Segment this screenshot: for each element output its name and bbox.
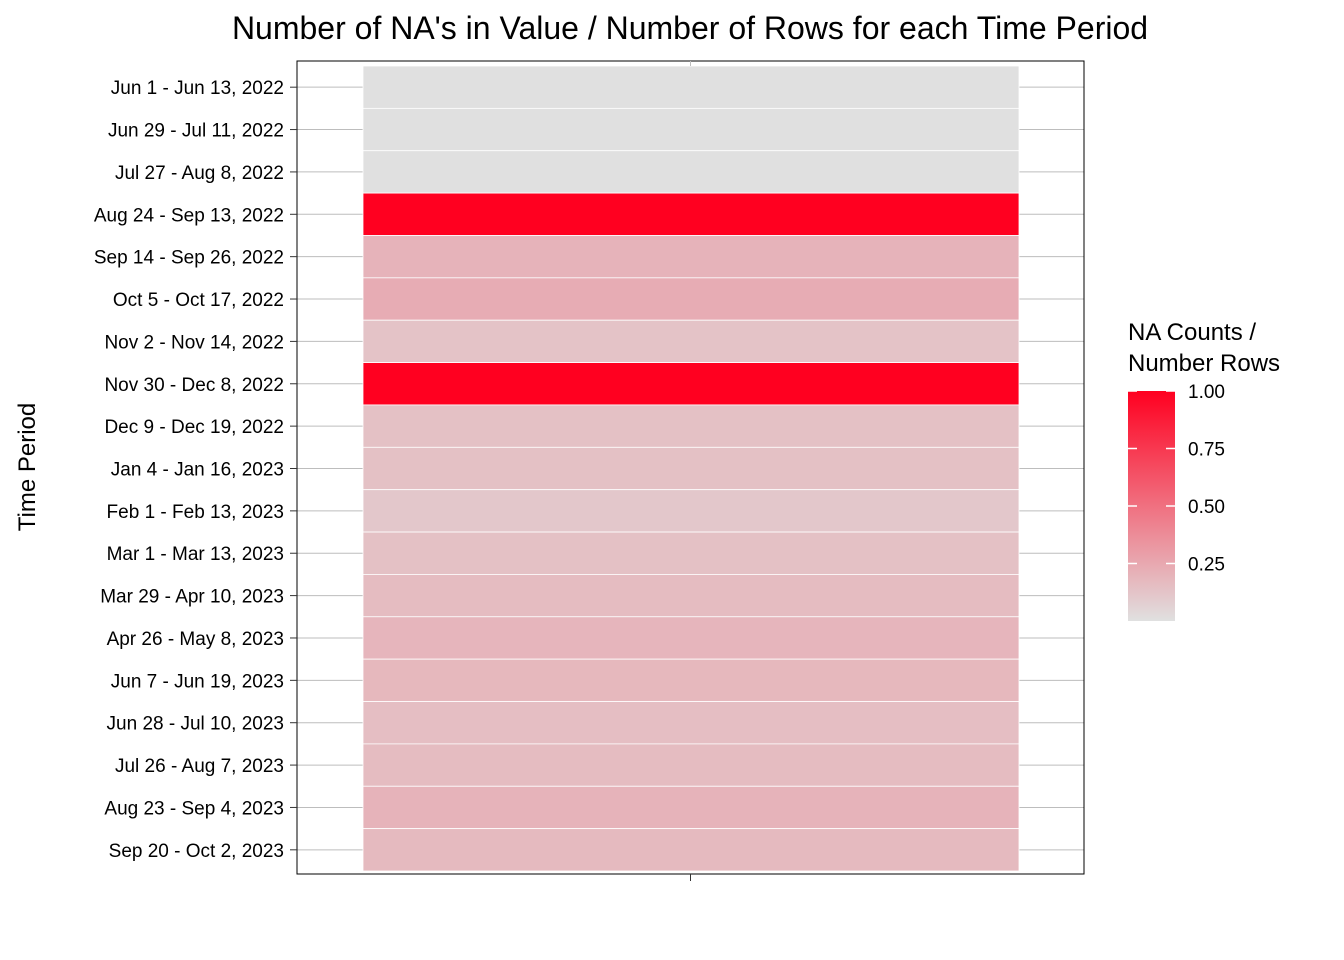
heatmap-tile <box>362 489 1020 533</box>
y-tick-label: Mar 29 - Apr 10, 2023 <box>100 587 284 608</box>
y-tick-label: Sep 20 - Oct 2, 2023 <box>109 841 284 862</box>
y-tick-label: Jun 1 - Jun 13, 2022 <box>111 78 284 99</box>
y-tick-label: Dec 9 - Dec 19, 2022 <box>104 417 284 438</box>
y-tick-label: Jun 28 - Jul 10, 2023 <box>107 714 284 735</box>
y-tick-label: Jun 29 - Jul 11, 2022 <box>108 121 284 142</box>
heatmap-tiles <box>362 65 1020 872</box>
y-tick-label: Feb 1 - Feb 13, 2023 <box>107 502 284 523</box>
y-tick-label: Nov 30 - Dec 8, 2022 <box>104 375 284 396</box>
legend-tick-label: 0.50 <box>1188 497 1225 518</box>
y-tick-label: Jan 4 - Jan 16, 2023 <box>111 460 284 481</box>
y-tick-label: Sep 14 - Sep 26, 2022 <box>94 248 284 269</box>
y-tick-label: Aug 24 - Sep 13, 2022 <box>94 205 284 226</box>
y-tick-label: Jun 7 - Jun 19, 2023 <box>111 671 284 692</box>
heatmap-tile <box>362 574 1020 618</box>
y-tick-label: Mar 1 - Mar 13, 2023 <box>107 544 284 565</box>
legend-tick-label: 1.00 <box>1188 382 1225 403</box>
y-tick-label: Jul 26 - Aug 7, 2023 <box>115 756 284 777</box>
y-axis-ticks: Jun 1 - Jun 13, 2022 Jun 29 - Jul 11, 202… <box>94 78 297 862</box>
legend-title-line-2: Number Rows <box>1128 350 1280 377</box>
heatmap-tile <box>362 107 1020 152</box>
chart-title: Number of NA's in Value / Number of Rows… <box>232 10 1148 46</box>
y-tick-label: Nov 2 - Nov 14, 2022 <box>104 332 284 353</box>
y-tick-label: Aug 23 - Sep 4, 2023 <box>104 798 284 819</box>
color-legend: NA Counts / Number Rows 1.00 0.75 0.50 0.25 <box>1128 319 1280 621</box>
heatmap-tile <box>362 362 1020 406</box>
heatmap-tile <box>362 616 1020 660</box>
heatmap-tile <box>362 404 1020 448</box>
legend-ticks: 1.00 0.75 0.50 0.25 <box>1128 382 1225 576</box>
heatmap-tile <box>362 235 1020 279</box>
y-axis-label: Time Period <box>14 403 41 531</box>
heatmap-tile <box>362 785 1020 830</box>
legend-tick-label: 0.75 <box>1188 440 1225 461</box>
heatmap-tile <box>362 65 1020 109</box>
heatmap-tile <box>362 277 1020 321</box>
heatmap-tile <box>362 531 1020 575</box>
heatmap-tile <box>362 828 1020 872</box>
heatmap-tile <box>362 701 1020 745</box>
heatmap-tile <box>362 150 1020 194</box>
legend-tick-label: 0.25 <box>1188 555 1225 576</box>
heatmap-tile <box>362 743 1020 787</box>
y-tick-label: Apr 26 - May 8, 2023 <box>107 629 284 650</box>
heatmap-tile <box>362 192 1020 236</box>
y-tick-label: Jul 27 - Aug 8, 2022 <box>115 163 284 184</box>
legend-title-line-1: NA Counts / <box>1128 319 1256 346</box>
heatmap-tile <box>362 319 1020 363</box>
y-tick-label: Oct 5 - Oct 17, 2022 <box>113 290 284 311</box>
heatmap-tile <box>362 658 1020 702</box>
heatmap-tile <box>362 446 1020 491</box>
